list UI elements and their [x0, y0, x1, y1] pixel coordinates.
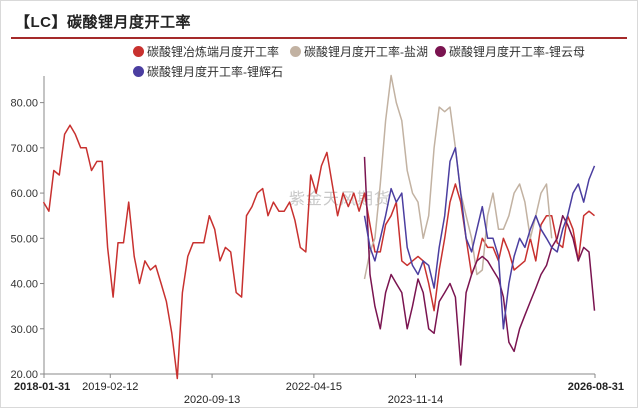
- y-tick-label: 70.00: [10, 143, 38, 155]
- legend-label-lepidolite: 碳酸锂月度开工率-锂云母: [449, 45, 585, 59]
- chart-title: 【LC】碳酸锂月度开工率: [15, 14, 191, 31]
- series-line-2: [363, 156, 596, 366]
- legend-item-salt-lake[interactable]: 碳酸锂月度开工率-盐湖: [290, 43, 428, 60]
- series-line-0: [42, 124, 595, 380]
- legend-item-lepidolite[interactable]: 碳酸锂月度开工率-锂云母: [435, 43, 585, 60]
- x-tick-label: 2018-01-31: [14, 381, 70, 393]
- y-tick-label: 50.00: [10, 233, 38, 245]
- x-tick-label: 2026-08-31: [568, 381, 624, 393]
- legend-item-smelter[interactable]: 碳酸锂冶炼端月度开工率: [133, 43, 279, 60]
- series-line-3: [363, 147, 596, 330]
- x-tick-label: 2022-04-15: [286, 381, 342, 393]
- x-tick-label: 2023-11-14: [388, 394, 443, 406]
- legend-swatch-salt-lake: [290, 46, 301, 57]
- y-tick-label: 20.00: [10, 369, 38, 381]
- x-axis: 2018-01-31 2019-02-12 2020-09-13 2022-04-15…: [14, 373, 624, 406]
- legend-label-smelter: 碳酸锂冶炼端月度开工率: [147, 45, 280, 59]
- x-tick-label: 2020-09-13: [184, 394, 240, 406]
- legend-item-spodumene[interactable]: 碳酸锂月度开工率-锂辉石: [133, 63, 283, 80]
- legend-swatch-lepidolite: [435, 46, 446, 57]
- y-tick-label: 40.00: [10, 279, 38, 291]
- y-axis: 20.00 30.00 40.00 50.00 60.00 70.00 80.00: [10, 76, 45, 381]
- x-tick-label: 2019-02-12: [82, 381, 138, 393]
- series-lines: [42, 74, 596, 380]
- legend-label-salt-lake: 碳酸锂月度开工率-盐湖: [304, 45, 428, 59]
- y-tick-label: 30.00: [10, 324, 38, 336]
- title-underline: [11, 37, 627, 39]
- legend-swatch-smelter: [133, 46, 144, 57]
- legend-swatch-spodumene: [133, 66, 144, 77]
- legend-label-spodumene: 碳酸锂月度开工率-锂辉石: [147, 65, 283, 79]
- y-tick-label: 60.00: [10, 188, 38, 200]
- y-tick-label: 80.00: [10, 98, 38, 110]
